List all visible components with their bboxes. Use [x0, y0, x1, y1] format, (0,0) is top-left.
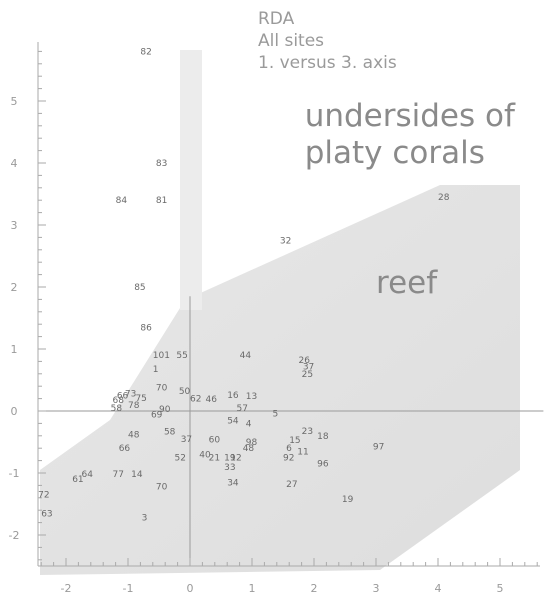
y-tick-label: -1 [9, 467, 20, 480]
region-label: undersides of [305, 98, 516, 134]
point-label: 12 [230, 454, 241, 464]
point-label: 86 [140, 323, 152, 333]
point-label: 81 [156, 196, 167, 206]
point-label: 90 [159, 405, 171, 415]
point-label: 68 [113, 396, 125, 406]
point-label: 78 [128, 401, 140, 411]
point-label: 16 [227, 391, 239, 401]
point-label: 40 [199, 450, 211, 460]
point-label: 33 [224, 463, 235, 473]
point-label: 6 [286, 444, 292, 454]
point-label: 3 [142, 514, 148, 524]
point-label: 25 [302, 370, 313, 380]
point-label: 27 [286, 480, 297, 490]
x-tick-label: 1 [249, 582, 256, 595]
point-label: 98 [246, 438, 258, 448]
point-label: 84 [116, 196, 128, 206]
region-label: platy corals [305, 135, 485, 171]
point-label: 19 [342, 495, 354, 505]
point-label: 55 [176, 351, 187, 361]
y-tick-label: 1 [11, 343, 18, 356]
point-label: 58 [111, 404, 123, 414]
point-label: 75 [135, 394, 146, 404]
point-label: 15 [289, 436, 300, 446]
point-label: 48 [128, 431, 140, 441]
point-label: 73 [125, 390, 136, 400]
point-label: 50 [179, 387, 191, 397]
point-label: 37 [181, 435, 192, 445]
title-line-2: All sites [258, 31, 324, 51]
point-label: 19 [224, 454, 236, 464]
point-label: 11 [297, 447, 308, 457]
point-label: 69 [151, 411, 163, 421]
y-tick-label: 5 [11, 95, 18, 108]
x-tick-label: 2 [311, 582, 318, 595]
x-tick-label: -2 [61, 582, 72, 595]
point-label: 34 [227, 478, 239, 488]
title-line-3: 1. versus 3. axis [258, 53, 397, 73]
point-label: 66 [119, 444, 131, 454]
point-label: 101 [153, 351, 170, 361]
point-label: 70 [156, 483, 168, 493]
y-tick-label: 3 [11, 219, 18, 232]
x-tick-label: -1 [123, 582, 134, 595]
point-label: 1 [153, 365, 159, 375]
point-label: 85 [134, 283, 145, 293]
ticks [38, 50, 538, 566]
y-tick-label: -2 [9, 529, 20, 542]
point-label: 13 [246, 392, 257, 402]
x-tick-label: 3 [373, 582, 380, 595]
point-label: 62 [190, 395, 201, 405]
region-label: reef [376, 265, 438, 301]
point-label: 4 [246, 419, 252, 429]
point-label: 64 [82, 470, 94, 480]
point-label: 66 [117, 392, 129, 402]
point-label: 28 [438, 193, 450, 203]
point-label: 82 [140, 47, 151, 57]
x-tick-label: 4 [435, 582, 442, 595]
point-label: 63 [41, 509, 52, 519]
point-label: 48 [243, 444, 255, 454]
point-label: 14 [131, 470, 143, 480]
point-label: 97 [373, 442, 384, 452]
x-tick-label: 5 [497, 582, 504, 595]
point-label: 70 [156, 383, 168, 393]
point-label: 44 [240, 351, 252, 361]
point-label: 72 [38, 491, 49, 501]
shaded-regions [40, 50, 520, 575]
platy-coral-band [180, 50, 202, 310]
point-label: 21 [209, 454, 220, 464]
title-line-1: RDA [258, 9, 295, 29]
point-label: 57 [237, 404, 248, 414]
point-label: 92 [283, 454, 294, 464]
point-label: 46 [206, 395, 218, 405]
point-label: 5 [272, 409, 278, 419]
point-label: 26 [299, 356, 311, 366]
chart-title: RDA All sites 1. versus 3. axis [258, 9, 397, 73]
reef-region [40, 185, 520, 575]
point-label: 96 [317, 460, 329, 470]
point-label: 60 [209, 436, 221, 446]
point-label: 32 [280, 237, 291, 247]
point-label: 37 [303, 362, 314, 372]
point-label: 77 [113, 470, 124, 480]
point-label: 52 [175, 454, 186, 464]
y-tick-label: 2 [11, 281, 18, 294]
y-tick-label: 0 [11, 405, 18, 418]
point-label: 58 [164, 427, 176, 437]
point-label: 23 [302, 427, 313, 437]
point-label: 18 [317, 432, 329, 442]
point-label: 61 [72, 475, 83, 485]
x-tick-label: 0 [187, 582, 194, 595]
point-label: 83 [156, 159, 167, 169]
point-label: 54 [227, 416, 239, 426]
y-tick-label: 4 [11, 157, 18, 170]
